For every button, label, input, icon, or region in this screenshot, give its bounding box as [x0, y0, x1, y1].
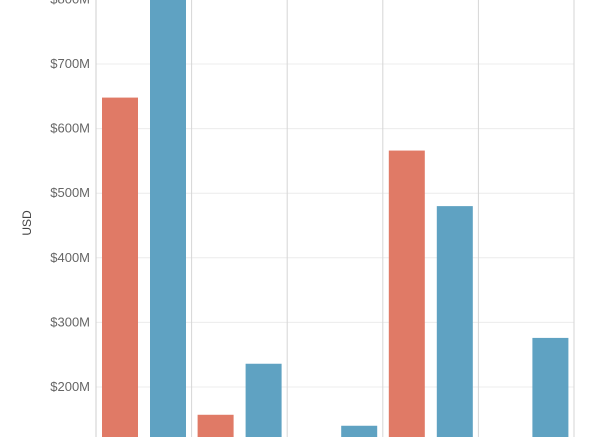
- bar-series-1-group-1: [102, 97, 138, 437]
- bar-series-2-group-5: [532, 337, 569, 437]
- y-axis-ticks: $200M $300M $400M $500M $600M $700M $800M: [50, 0, 90, 394]
- y-tick-label: $800M: [50, 0, 90, 6]
- y-tick-label: $500M: [50, 185, 90, 200]
- y-axis-title: USD: [20, 210, 34, 236]
- bars: [102, 0, 569, 437]
- y-tick-label: $600M: [50, 121, 90, 136]
- y-tick-label: $400M: [50, 250, 90, 265]
- y-tick-label: $700M: [50, 56, 90, 71]
- bar-series-1-group-2: [197, 414, 234, 437]
- bar-series-2-group-1: [150, 0, 186, 437]
- bar-series-2-group-3: [341, 425, 378, 437]
- y-tick-label: $200M: [50, 379, 90, 394]
- bar-series-2-group-4: [436, 206, 473, 437]
- y-tick-label: $300M: [50, 314, 90, 329]
- panel-dividers: [191, 0, 575, 437]
- bar-series-1-group-4: [388, 150, 425, 437]
- bar-series-2-group-2: [245, 363, 282, 437]
